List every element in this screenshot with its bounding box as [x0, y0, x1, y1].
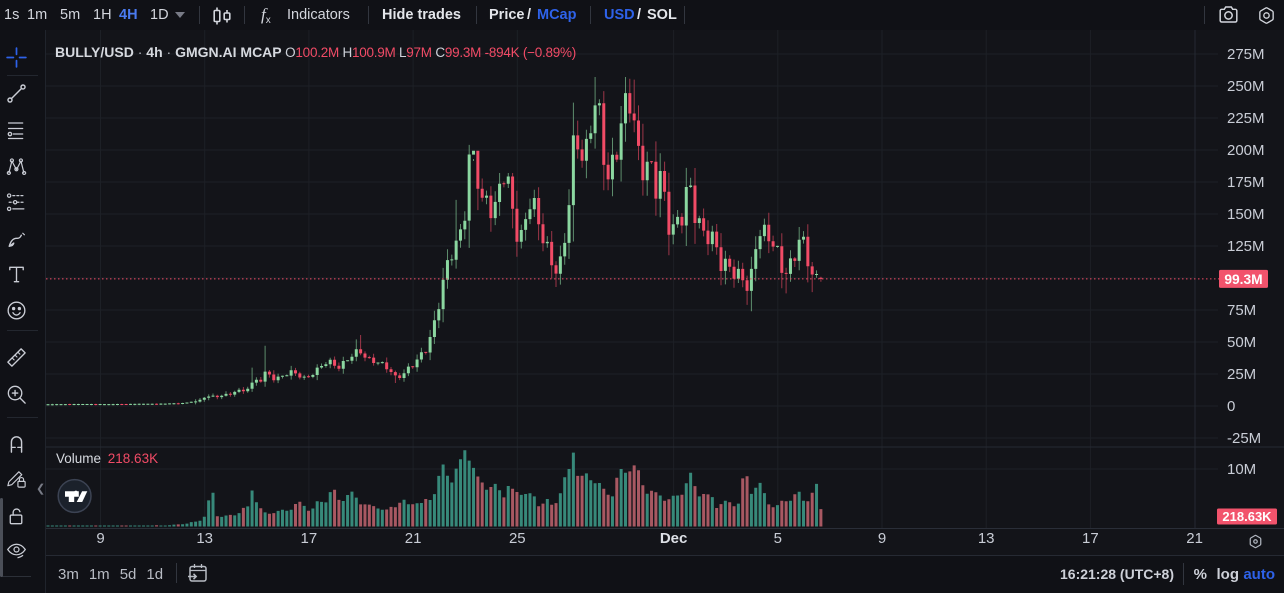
svg-text:25M: 25M — [1227, 366, 1256, 383]
svg-text:5: 5 — [774, 530, 782, 547]
svg-text:275M: 275M — [1227, 46, 1265, 63]
svg-text:9: 9 — [96, 530, 104, 547]
svg-text:175M: 175M — [1227, 174, 1265, 191]
svg-text:17: 17 — [1082, 530, 1099, 547]
svg-text:250M: 250M — [1227, 78, 1265, 95]
svg-text:13: 13 — [978, 530, 995, 547]
svg-text:21: 21 — [1186, 530, 1203, 547]
svg-text:0: 0 — [1227, 398, 1235, 415]
svg-text:99.3M: 99.3M — [1224, 272, 1262, 287]
svg-text:17: 17 — [301, 530, 318, 547]
svg-text:200M: 200M — [1227, 142, 1265, 159]
svg-text:13: 13 — [196, 530, 213, 547]
svg-text:125M: 125M — [1227, 238, 1265, 255]
svg-text:21: 21 — [405, 530, 422, 547]
svg-text:218.63K: 218.63K — [1222, 509, 1272, 524]
svg-text:10M: 10M — [1227, 461, 1256, 478]
svg-text:225M: 225M — [1227, 110, 1265, 127]
svg-text:25: 25 — [509, 530, 526, 547]
svg-text:-25M: -25M — [1227, 430, 1261, 447]
svg-text:50M: 50M — [1227, 334, 1256, 351]
svg-text:9: 9 — [878, 530, 886, 547]
svg-text:150M: 150M — [1227, 206, 1265, 223]
svg-text:Dec: Dec — [660, 530, 688, 547]
svg-text:75M: 75M — [1227, 302, 1256, 319]
